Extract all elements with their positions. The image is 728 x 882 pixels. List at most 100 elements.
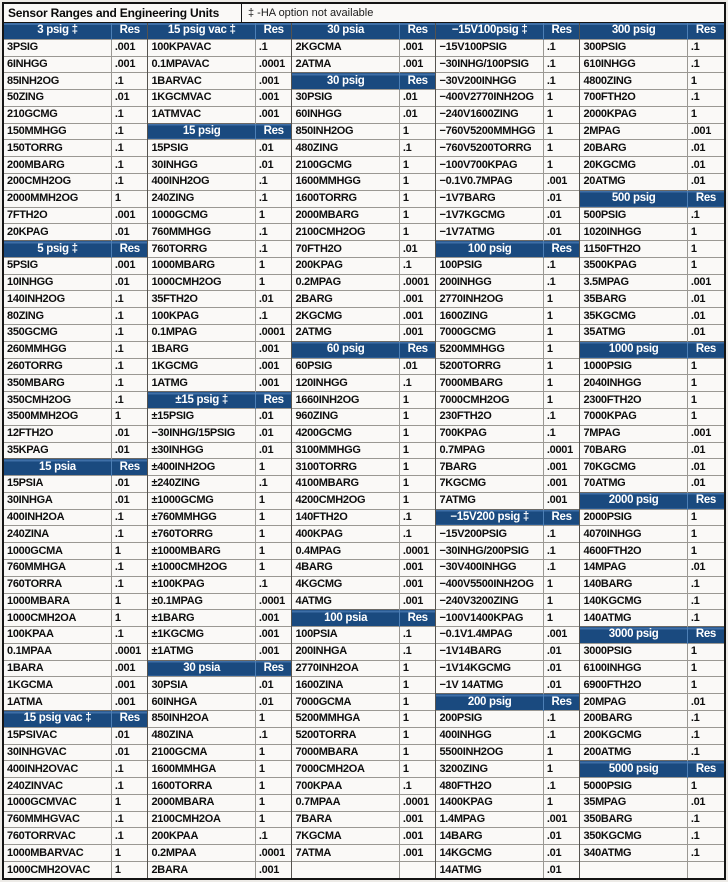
res-cell: 1 <box>542 793 580 812</box>
range-cell: 400INHGG <box>435 726 544 745</box>
range-cell: 7000GCMA <box>291 693 400 711</box>
table-row: 400INH2OVAC .1 1600MMHGA 1 7000CMH2OA 1 3200ZI… <box>4 760 724 778</box>
table-row: 2000MMH2OG 1 240ZING .1 1600TORRG 1 −1V7BARG .0… <box>4 189 724 208</box>
range-cell: 35KPAG <box>4 441 112 459</box>
res-cell: .1 <box>254 726 292 745</box>
res-cell: .01 <box>110 475 148 493</box>
table-row: 240ZINVAC .1 1600TORRA 1 700KPAA .1 480FTH2O .1… <box>4 777 724 795</box>
range-cell: −100V1400KPAG <box>435 609 544 627</box>
res-cell: .1 <box>542 407 580 426</box>
range-cell: 35FTH2O <box>147 290 256 308</box>
range-cell: −30INHG/100PSIG <box>435 55 544 73</box>
section-header-res-label: Res <box>110 240 148 258</box>
range-cell: 20BARG <box>579 139 688 157</box>
res-cell: 1 <box>686 676 724 694</box>
range-cell: 1BARA <box>4 659 112 677</box>
res-cell: .1 <box>254 475 292 493</box>
range-cell: 30PSIA <box>147 676 256 694</box>
range-cell: 6100INHGG <box>579 659 688 677</box>
res-cell: .1 <box>254 240 292 258</box>
res-cell: .0001 <box>110 642 148 661</box>
res-cell: .01 <box>254 424 292 442</box>
range-cell: −0.1V1.4MPAG <box>435 626 544 644</box>
table-row: 760MMHGA .1 ±1000CMH2OG 1 4BARG .001 −30V400IN… <box>4 558 724 577</box>
res-cell: .1 <box>110 156 148 174</box>
range-cell: 14ATMG <box>435 861 544 878</box>
range-cell: 1ATMG <box>147 374 256 392</box>
res-cell: .0001 <box>398 273 436 291</box>
range-cell: 5500INH2OG <box>435 743 544 761</box>
range-cell: 480ZING <box>291 139 400 157</box>
res-cell: .001 <box>542 491 580 510</box>
range-cell: 350BARG <box>579 810 688 828</box>
range-cell: 20KGCMG <box>579 156 688 174</box>
res-cell: 1 <box>398 475 436 493</box>
res-cell: 1 <box>686 374 724 392</box>
range-cell: 100KPAG <box>147 307 256 325</box>
range-cell: 6INHGG <box>4 55 112 73</box>
range-cell: ±1000MBARG <box>147 542 256 560</box>
table-row: 350CMH2OG .1 ±15 psig ‡ Res 1660INH2OG 1 7000C… <box>4 391 724 409</box>
range-cell: 140BARG <box>579 575 688 594</box>
res-cell: .01 <box>686 475 724 493</box>
res-cell: .0001 <box>254 55 292 73</box>
range-cell: 1000CMH2OG <box>147 273 256 291</box>
range-cell: 1ATMVAC <box>147 105 256 124</box>
res-cell: 1 <box>398 693 436 711</box>
res-cell: .01 <box>686 307 724 325</box>
res-cell: .01 <box>254 676 292 694</box>
range-cell: 4100MBARG <box>291 475 400 493</box>
res-cell: .1 <box>686 38 724 57</box>
res-cell: 1 <box>686 525 724 543</box>
res-cell: 1 <box>542 743 580 761</box>
range-cell: 7000CMH2OG <box>435 391 544 409</box>
res-cell: .1 <box>542 55 580 73</box>
res-cell: .001 <box>254 340 292 359</box>
section-header-label: 15 psig vac ‡ <box>147 23 256 40</box>
range-cell: 60INHGG <box>291 105 400 124</box>
section-header-label: 300 psig <box>579 23 688 40</box>
res-cell: 1 <box>542 357 580 375</box>
section-header-res-label: Res <box>542 240 580 258</box>
res-cell: .0001 <box>254 592 292 610</box>
res-cell: .1 <box>110 139 148 157</box>
table-row: 1000GCMA 1 ±1000MBARG 1 0.4MPAG .0001 −30INHG/… <box>4 542 724 560</box>
res-cell: 1 <box>110 189 148 208</box>
section-header-label: 3 psig ‡ <box>4 23 112 40</box>
range-cell: 960ZING <box>291 407 400 426</box>
res-cell: .001 <box>398 307 436 325</box>
range-cell: 760TORRA <box>4 575 112 594</box>
res-cell: 1 <box>398 710 436 728</box>
table-row: 1BARA .001 30 psia Res 2770INH2OA 1 −1V14KGCMG… <box>4 659 724 677</box>
range-cell: 0.7MPAA <box>291 793 400 812</box>
range-cell: 7000CMH2OA <box>291 760 400 778</box>
range-cell: 7MPAG <box>579 424 688 442</box>
res-cell: .1 <box>110 525 148 543</box>
res-cell: .1 <box>254 38 292 57</box>
table-row: 15 psia Res ±400INH2OG 1 3100TORRG 1 7BARG .001… <box>4 458 724 476</box>
table-row: 15PSIVAC .01 480ZINA .1 5200TORRA 1 400INHGG .1… <box>4 726 724 745</box>
section-header-label: 500 psig <box>579 189 688 208</box>
range-cell: 2000MMH2OG <box>4 189 112 208</box>
table-row: 240ZINA .1 ±760TORRG 1 400KPAG .1 −15V200PSIG.… <box>4 525 724 543</box>
range-cell: 1000GCMG <box>147 206 256 224</box>
range-cell: 5200MMHGG <box>435 340 544 359</box>
res-cell: .01 <box>542 642 580 661</box>
res-cell: .1 <box>254 223 292 241</box>
res-cell: .01 <box>254 407 292 426</box>
range-cell: 700FTH2O <box>579 89 688 107</box>
section-header-label: 5 psig ‡ <box>4 240 112 258</box>
res-cell: .001 <box>398 558 436 577</box>
table-row: 1ATMA .001 60INHGA .01 7000GCMA 1 200 psig Res 2… <box>4 693 724 711</box>
range-cell: 1000CMH2OA <box>4 609 112 627</box>
res-cell: .1 <box>686 206 724 224</box>
res-cell: 1 <box>398 206 436 224</box>
res-cell: .01 <box>398 105 436 124</box>
res-cell: .001 <box>686 122 724 140</box>
table-row: 260TORRG .1 1KGCMG .001 60PSIG .01 5200TORRG 1 1… <box>4 357 724 375</box>
range-cell: 2770INH2OG <box>435 290 544 308</box>
range-cell: 3200ZING <box>435 760 544 778</box>
range-cell: 15PSIG <box>147 139 256 157</box>
res-cell: .001 <box>542 626 580 644</box>
range-cell: 12FTH2O <box>4 424 112 442</box>
